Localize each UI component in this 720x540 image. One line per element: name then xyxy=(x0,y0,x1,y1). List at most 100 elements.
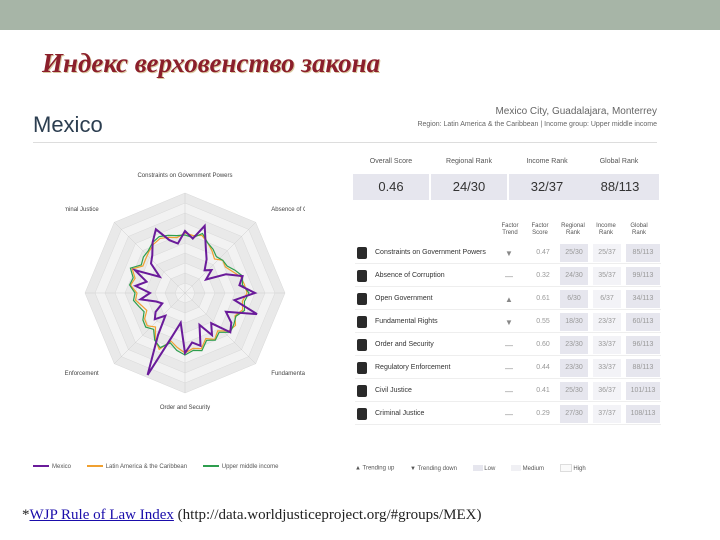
factor-income-rank: 33/37 xyxy=(593,359,621,377)
scales-icon xyxy=(357,385,367,397)
factor-trend: — xyxy=(505,341,513,350)
wjp-country-panel: Mexico Mexico City, Guadalajara, Monterr… xyxy=(25,98,665,478)
factor-name: Criminal Justice xyxy=(375,410,425,417)
legend-region: Latin America & the Caribbean xyxy=(86,464,187,470)
factor-regional-rank: 18/30 xyxy=(560,313,588,331)
summary-header-regional: Regional Rank xyxy=(446,158,492,165)
factor-income-rank: 37/37 xyxy=(593,405,621,423)
factor-regional-rank: 25/30 xyxy=(560,382,588,400)
factor-row[interactable]: Fundamental Rights ▼ 0.55 18/30 23/37 60/113 xyxy=(355,312,661,333)
factor-global-rank: 88/113 xyxy=(626,359,660,377)
factor-global-rank: 99/113 xyxy=(626,267,660,285)
radar-axis-label: Regulatory Enforcement xyxy=(65,371,99,377)
factor-row[interactable]: Open Government ▲ 0.61 6/30 6/37 34/113 xyxy=(355,289,661,310)
clipboard-icon xyxy=(357,362,367,374)
factor-regional-rank: 24/30 xyxy=(560,267,588,285)
radar-axis-line xyxy=(184,222,256,294)
global-rank: 88/113 xyxy=(581,174,659,200)
factor-trend: ▲ xyxy=(505,295,513,304)
radar-axis-label: Constraints on Government Powers xyxy=(137,173,232,179)
factor-name: Absence of Corruption xyxy=(375,272,445,279)
factor-row[interactable]: Order and Security — 0.60 23/30 33/37 96/113 xyxy=(355,335,661,356)
legend-trend-down: ▼ Trending down xyxy=(409,465,457,472)
factor-income-rank: 35/37 xyxy=(593,267,621,285)
summary-header-global: Global Rank xyxy=(599,158,639,165)
col-global-rank: Global Rank xyxy=(630,223,648,236)
radar-axis-label: Absence of Corruption xyxy=(271,207,305,213)
radar-series-mexico xyxy=(131,223,258,376)
slide-title: Индекс верховенство закона xyxy=(42,48,381,78)
legend-low: Low xyxy=(472,465,495,472)
slide-top-bar xyxy=(0,0,720,30)
factor-score: 0.44 xyxy=(536,364,550,371)
summary-header-overall: Overall Score xyxy=(369,158,413,165)
factor-row[interactable]: Absence of Corruption — 0.32 24/30 35/37 99/1… xyxy=(355,266,661,287)
factor-name: Open Government xyxy=(375,295,433,302)
wjp-index-link[interactable]: WJP Rule of Law Index xyxy=(29,507,174,523)
factor-income-rank: 25/37 xyxy=(593,244,621,262)
factor-trend: ▼ xyxy=(505,249,513,258)
factor-global-rank: 85/113 xyxy=(626,244,660,262)
country-name: Mexico xyxy=(33,112,103,137)
country-cities: Mexico City, Guadalajara, Monterrey xyxy=(495,106,657,117)
document-icon xyxy=(357,293,367,305)
legend-medium: Medium xyxy=(510,465,544,472)
factor-row[interactable]: Criminal Justice — 0.29 27/30 37/37 108/113 xyxy=(355,404,661,425)
factor-trend: ▼ xyxy=(505,318,513,327)
radar-legend: Mexico Latin America & the Caribbean Upp… xyxy=(33,464,278,470)
factor-global-rank: 60/113 xyxy=(626,313,660,331)
factor-trend: — xyxy=(505,272,513,281)
summary-header-income: Income Rank xyxy=(526,158,568,165)
col-factor-trend: Factor Trend xyxy=(501,223,519,236)
radar-axis-labels: Constraints on Government Powers Absence … xyxy=(65,173,305,411)
factor-name: Constraints on Government Powers xyxy=(375,249,486,256)
overall-score: 0.46 xyxy=(353,174,429,200)
factor-income-rank: 33/37 xyxy=(593,336,621,354)
factor-income-rank: 23/37 xyxy=(593,313,621,331)
factor-regional-rank: 6/30 xyxy=(560,290,588,308)
col-income-rank: Income Rank xyxy=(596,223,616,236)
money-bag-icon xyxy=(357,270,367,282)
factor-income-rank: 6/37 xyxy=(593,290,621,308)
factor-name: Order and Security xyxy=(375,341,434,348)
factor-global-rank: 96/113 xyxy=(626,336,660,354)
factor-regional-rank: 27/30 xyxy=(560,405,588,423)
legend-high: High xyxy=(559,464,586,472)
legend-income: Upper middle income xyxy=(202,464,278,470)
gavel-icon xyxy=(357,247,367,259)
factor-regional-rank: 23/30 xyxy=(560,359,588,377)
factor-row[interactable]: Constraints on Government Powers ▼ 0.47 25/… xyxy=(355,243,661,264)
factor-global-rank: 34/113 xyxy=(626,290,660,308)
factor-name: Regulatory Enforcement xyxy=(375,364,451,371)
factor-global-rank: 108/113 xyxy=(626,405,660,423)
legend-trend-up: ▲ Trending up xyxy=(355,465,395,472)
caption-url: (http://data.worldjusticeproject.org/#gr… xyxy=(173,507,482,523)
factor-regional-rank: 23/30 xyxy=(560,336,588,354)
factor-score: 0.61 xyxy=(536,295,550,302)
factor-row[interactable]: Regulatory Enforcement — 0.44 23/30 33/37 88/… xyxy=(355,358,661,379)
factor-trend: — xyxy=(505,364,513,373)
table-legend: ▲ Trending up ▼ Trending down Low Medium… xyxy=(355,464,586,472)
handcuffs-icon xyxy=(357,408,367,420)
factor-score: 0.55 xyxy=(536,318,550,325)
factor-name: Civil Justice xyxy=(375,387,412,394)
factor-score: 0.29 xyxy=(536,410,550,417)
caption-asterisk: * xyxy=(22,507,30,523)
factor-name: Fundamental Rights xyxy=(375,318,438,325)
factor-global-rank: 101/113 xyxy=(626,382,660,400)
source-caption: *WJP Rule of Law Index (http://data.worl… xyxy=(22,507,482,524)
shield-person-icon xyxy=(357,339,367,351)
legend-mexico: Mexico xyxy=(33,464,71,470)
radar-axis-label: Order and Security xyxy=(160,405,210,411)
factor-score: 0.32 xyxy=(536,272,550,279)
header-divider xyxy=(33,142,657,143)
radar-series xyxy=(128,223,258,376)
radar-axis-label: Criminal Justice xyxy=(65,207,99,213)
factor-score: 0.41 xyxy=(536,387,550,394)
factor-regional-rank: 25/30 xyxy=(560,244,588,262)
factor-score: 0.60 xyxy=(536,341,550,348)
col-regional-rank: Regional Rank xyxy=(561,223,585,236)
person-icon xyxy=(357,316,367,328)
regional-rank: 24/30 xyxy=(431,174,507,200)
factor-row[interactable]: Civil Justice — 0.41 25/30 36/37 101/113 xyxy=(355,381,661,402)
